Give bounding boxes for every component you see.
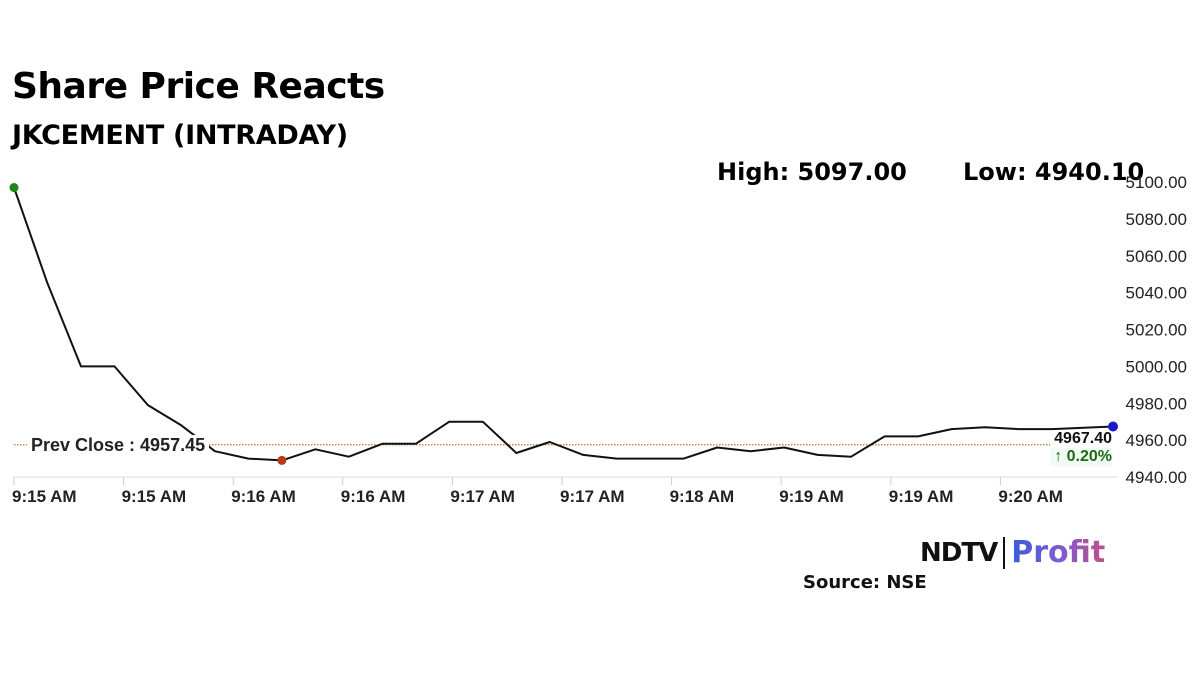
low-value: Low: 4940.10: [963, 158, 1145, 186]
prev-close-label: Prev Close : 4957.45: [27, 435, 210, 456]
y-tick-label: 4960.00: [1126, 431, 1187, 450]
x-tick-label: 9:15 AM: [12, 487, 77, 506]
y-tick-label: 5060.00: [1126, 247, 1187, 266]
x-tick-label: 9:17 AM: [560, 487, 625, 506]
x-tick-label: 9:18 AM: [670, 487, 735, 506]
logo-profit-text: Profit: [1011, 535, 1106, 570]
x-tick-label: 9:16 AM: [341, 487, 406, 506]
logo-divider: [1003, 536, 1006, 569]
y-axis: 5100.00 5080.00 5060.00 5040.00 5020.00 5000.…: [1126, 173, 1187, 487]
x-axis: 9:15 AM 9:15 AM 9:16 AM 9:16 AM 9:17 AM 9:17 …: [12, 477, 1063, 506]
last-price-box: 4967.40 ↑ 0.20%: [1050, 430, 1112, 466]
logo-ndtv-text: NDTV: [920, 537, 998, 568]
y-tick-label: 5100.00: [1126, 173, 1187, 192]
ndtv-profit-logo: NDTV Profit: [920, 535, 1105, 570]
last-price-marker: [1108, 421, 1118, 432]
source-note: Source: NSE: [803, 572, 927, 593]
last-price: 4967.40: [1054, 430, 1112, 447]
y-tick-label: 5080.00: [1126, 210, 1187, 229]
high-value: High: 5097.00: [717, 158, 907, 186]
high-marker: [9, 183, 19, 193]
x-tick-label: 9:19 AM: [889, 487, 954, 506]
low-marker: [277, 455, 287, 465]
y-tick-label: 5020.00: [1126, 321, 1187, 340]
chart-title: Share Price Reacts: [12, 66, 385, 107]
y-tick-label: 4940.00: [1126, 468, 1187, 487]
price-line: [13, 187, 1114, 462]
x-tick-label: 9:17 AM: [450, 487, 515, 506]
x-tick-label: 9:19 AM: [779, 487, 844, 506]
x-tick-label: 9:20 AM: [998, 487, 1063, 506]
y-tick-label: 4980.00: [1126, 394, 1187, 413]
change-percent: ↑ 0.20%: [1050, 448, 1112, 466]
y-tick-label: 5040.00: [1126, 284, 1187, 303]
x-tick-label: 9:16 AM: [231, 487, 296, 506]
chart-subtitle: JKCEMENT (INTRADAY): [12, 120, 348, 151]
y-tick-label: 5000.00: [1126, 357, 1187, 376]
x-tick-label: 9:15 AM: [122, 487, 187, 506]
